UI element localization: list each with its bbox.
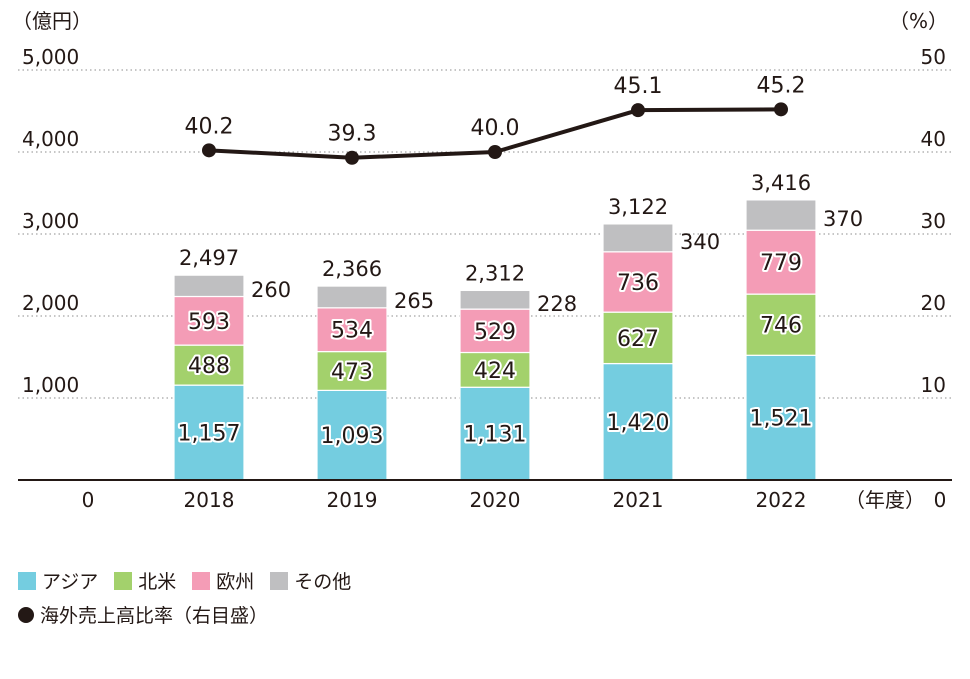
legend-swatch-asia xyxy=(18,571,36,590)
ratio-point xyxy=(631,103,645,118)
bar-segment xyxy=(459,308,531,354)
ratio-data-label: 40.0 xyxy=(471,116,520,141)
x-tick-label: 2022 xyxy=(756,488,807,512)
y2-tick-label: 40 xyxy=(921,127,946,151)
bar-data-label: 228 xyxy=(537,292,577,316)
bar-segment xyxy=(173,384,245,481)
bar-segment xyxy=(316,307,388,353)
legend-item-europe: 欧州 xyxy=(192,567,254,594)
y2-tick-label: 0 xyxy=(934,488,947,512)
bar-total-label: 2,497 xyxy=(179,246,239,270)
bar-segment xyxy=(173,274,245,298)
bar-data-label: 260 xyxy=(251,278,291,302)
bar-data-label: 1,521 xyxy=(750,407,813,432)
bar-segment xyxy=(459,351,531,388)
bar-segment xyxy=(316,350,388,391)
ratio-point xyxy=(488,145,502,159)
legend-item-north-america: 北米 xyxy=(114,567,176,594)
bar-data-label: 340 xyxy=(680,230,720,254)
y-tick-label: 5,000 xyxy=(22,45,79,69)
ratio-point xyxy=(774,102,788,117)
bar-segment xyxy=(316,285,388,309)
ratio-data-label: 39.3 xyxy=(328,122,377,147)
bar-segment xyxy=(602,251,674,313)
bar-data-label: 488 xyxy=(188,354,230,379)
legend-line: 海外売上高比率（右目盛） xyxy=(18,601,284,628)
bar-segment xyxy=(745,199,817,231)
bar-segment xyxy=(602,223,674,253)
bar-segment xyxy=(173,344,245,386)
legend-item-asia: アジア xyxy=(18,567,98,594)
bar-data-label: 424 xyxy=(474,359,516,384)
bar-data-label: 534 xyxy=(331,319,373,344)
y2-tick-label: 20 xyxy=(921,291,946,315)
bar-data-label: 593 xyxy=(188,310,230,335)
y-tick-label: 1,000 xyxy=(22,373,79,397)
x-tick-label: 2018 xyxy=(184,488,235,512)
legend-regions: アジア 北米 欧州 その他 xyxy=(18,567,367,594)
legend-label-other: その他 xyxy=(294,571,352,593)
ratio-data-label: 45.2 xyxy=(757,73,806,98)
bar-data-label: 370 xyxy=(823,207,863,231)
y-tick-label: 2,000 xyxy=(22,291,79,315)
ratio-point xyxy=(345,150,359,165)
x-tick-label: 2020 xyxy=(470,488,521,512)
bar-data-label: 1,131 xyxy=(464,423,527,448)
x-tick-label: 2021 xyxy=(613,488,664,512)
legend-label-overseas-ratio: 海外売上高比率（右目盛） xyxy=(40,605,269,627)
bar-segment xyxy=(316,389,388,481)
x-axis-unit: （年度） xyxy=(845,488,925,512)
y-axis-unit: （億円） xyxy=(12,9,92,33)
bar-data-label: 779 xyxy=(760,251,802,276)
y2-tick-label: 50 xyxy=(921,45,946,69)
ratio-data-label: 45.1 xyxy=(614,74,663,99)
bar-data-label: 265 xyxy=(394,289,434,313)
legend-label-asia: アジア xyxy=(42,571,99,593)
x-tick-label: 2019 xyxy=(327,488,378,512)
bar-data-label: 1,157 xyxy=(178,422,241,447)
legend-marker-overseas-ratio xyxy=(18,606,34,623)
bar-total-label: 3,416 xyxy=(751,171,811,195)
y2-axis-unit: （%） xyxy=(889,9,948,33)
bar-total-label: 2,312 xyxy=(465,261,525,285)
bar-data-label: 1,093 xyxy=(321,424,384,449)
y2-tick-label: 10 xyxy=(921,373,946,397)
legend-item-overseas-ratio: 海外売上高比率（右目盛） xyxy=(18,601,268,628)
bar-total-label: 2,366 xyxy=(322,257,382,281)
y-tick-label: 3,000 xyxy=(22,209,79,233)
bar-segment xyxy=(745,354,817,481)
stacked-bar-line-chart: 0 1,000 2,000 3,000 4,000 5,000 0 10 20 30 40 50 （億円… xyxy=(12,9,952,512)
y-tick-label: 0 xyxy=(82,488,95,512)
bar-data-label: 746 xyxy=(760,314,802,339)
legend-swatch-other xyxy=(270,571,289,590)
bar-data-label: 736 xyxy=(617,271,659,296)
bar-segment xyxy=(745,229,817,295)
legend-item-other: その他 xyxy=(270,567,351,594)
bar-data-label: 473 xyxy=(331,360,373,385)
bar-segment xyxy=(602,311,674,365)
ratio-point xyxy=(202,143,216,158)
bar-data-label: 1,420 xyxy=(607,411,670,436)
bar-total-label: 3,122 xyxy=(608,195,668,219)
bar-data-label: 529 xyxy=(474,320,516,345)
legend-label-europe: 欧州 xyxy=(216,571,255,593)
y-tick-label: 4,000 xyxy=(22,127,79,151)
bar-segment xyxy=(459,289,531,310)
bar-segment xyxy=(602,362,674,481)
ratio-data-label: 40.2 xyxy=(185,114,234,139)
legend-swatch-north-america xyxy=(114,571,133,590)
bar-data-label: 627 xyxy=(617,327,659,352)
legend-label-north-america: 北米 xyxy=(138,571,177,593)
legend-swatch-europe xyxy=(192,571,211,590)
y2-tick-label: 30 xyxy=(921,209,946,233)
